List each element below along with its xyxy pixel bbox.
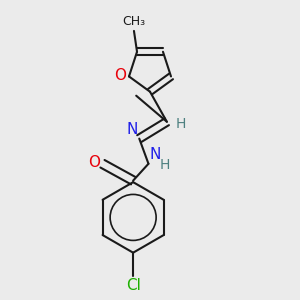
Text: O: O <box>114 68 126 83</box>
Text: H: H <box>160 158 170 172</box>
Text: N: N <box>126 122 137 137</box>
Text: O: O <box>88 155 100 170</box>
Text: H: H <box>176 117 186 131</box>
Text: N: N <box>149 147 160 162</box>
Text: CH₃: CH₃ <box>122 15 146 28</box>
Text: Cl: Cl <box>126 278 141 293</box>
